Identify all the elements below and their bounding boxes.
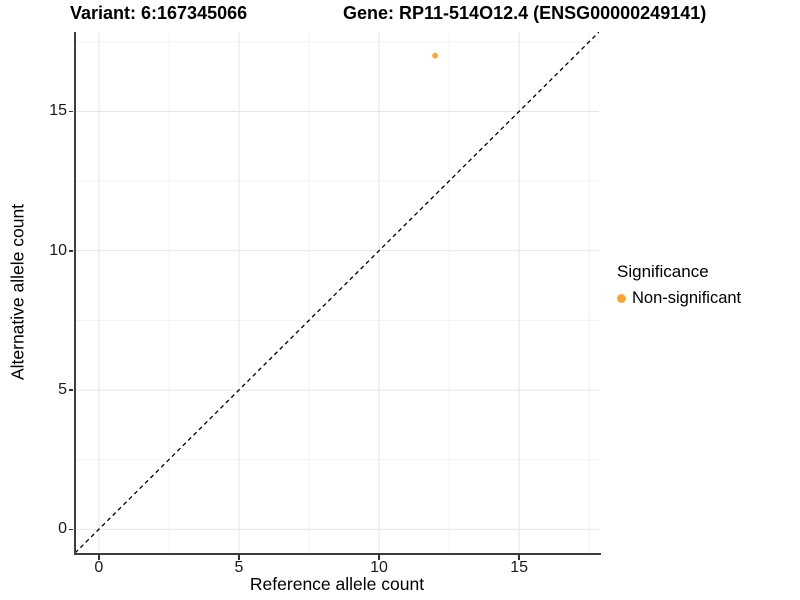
- plot-area: [75, 32, 599, 553]
- y-tick-mark: [68, 110, 73, 113]
- legend: Significance Non-significant: [617, 262, 741, 308]
- y-tick-label: 10: [49, 241, 67, 259]
- x-tick-mark: [378, 555, 380, 560]
- x-tick-mark: [98, 555, 100, 560]
- x-tick-mark: [238, 555, 240, 560]
- legend-title: Significance: [617, 262, 709, 281]
- x-tick-label: 0: [94, 559, 104, 576]
- x-tick-label: 5: [234, 559, 244, 576]
- identity-reference-line: [75, 32, 599, 553]
- y-axis-title: Alternative allele count: [7, 203, 28, 381]
- x-tick-label: 15: [510, 559, 529, 576]
- y-tick-mark: [68, 249, 73, 252]
- legend-entry: Non-significant: [617, 289, 741, 308]
- variant-title: Variant: 6:167345066: [70, 3, 248, 23]
- y-axis-line: [73, 32, 76, 555]
- gene-title: Gene: RP11-514O12.4 (ENSG00000249141): [343, 3, 707, 23]
- x-axis-title: Reference allele count: [249, 574, 425, 594]
- x-tick-label: 10: [370, 559, 388, 576]
- y-tick-label: 15: [49, 102, 67, 120]
- y-tick-label: 0: [58, 520, 67, 538]
- y-tick-mark: [68, 528, 73, 531]
- y-tick-mark: [68, 389, 73, 391]
- y-tick-label: 5: [58, 381, 67, 398]
- x-tick-mark: [518, 555, 520, 560]
- data-point: [432, 52, 438, 59]
- legend-entry-label: Non-significant: [632, 289, 742, 307]
- x-axis-line: [73, 553, 601, 555]
- legend-point-icon: [617, 294, 626, 303]
